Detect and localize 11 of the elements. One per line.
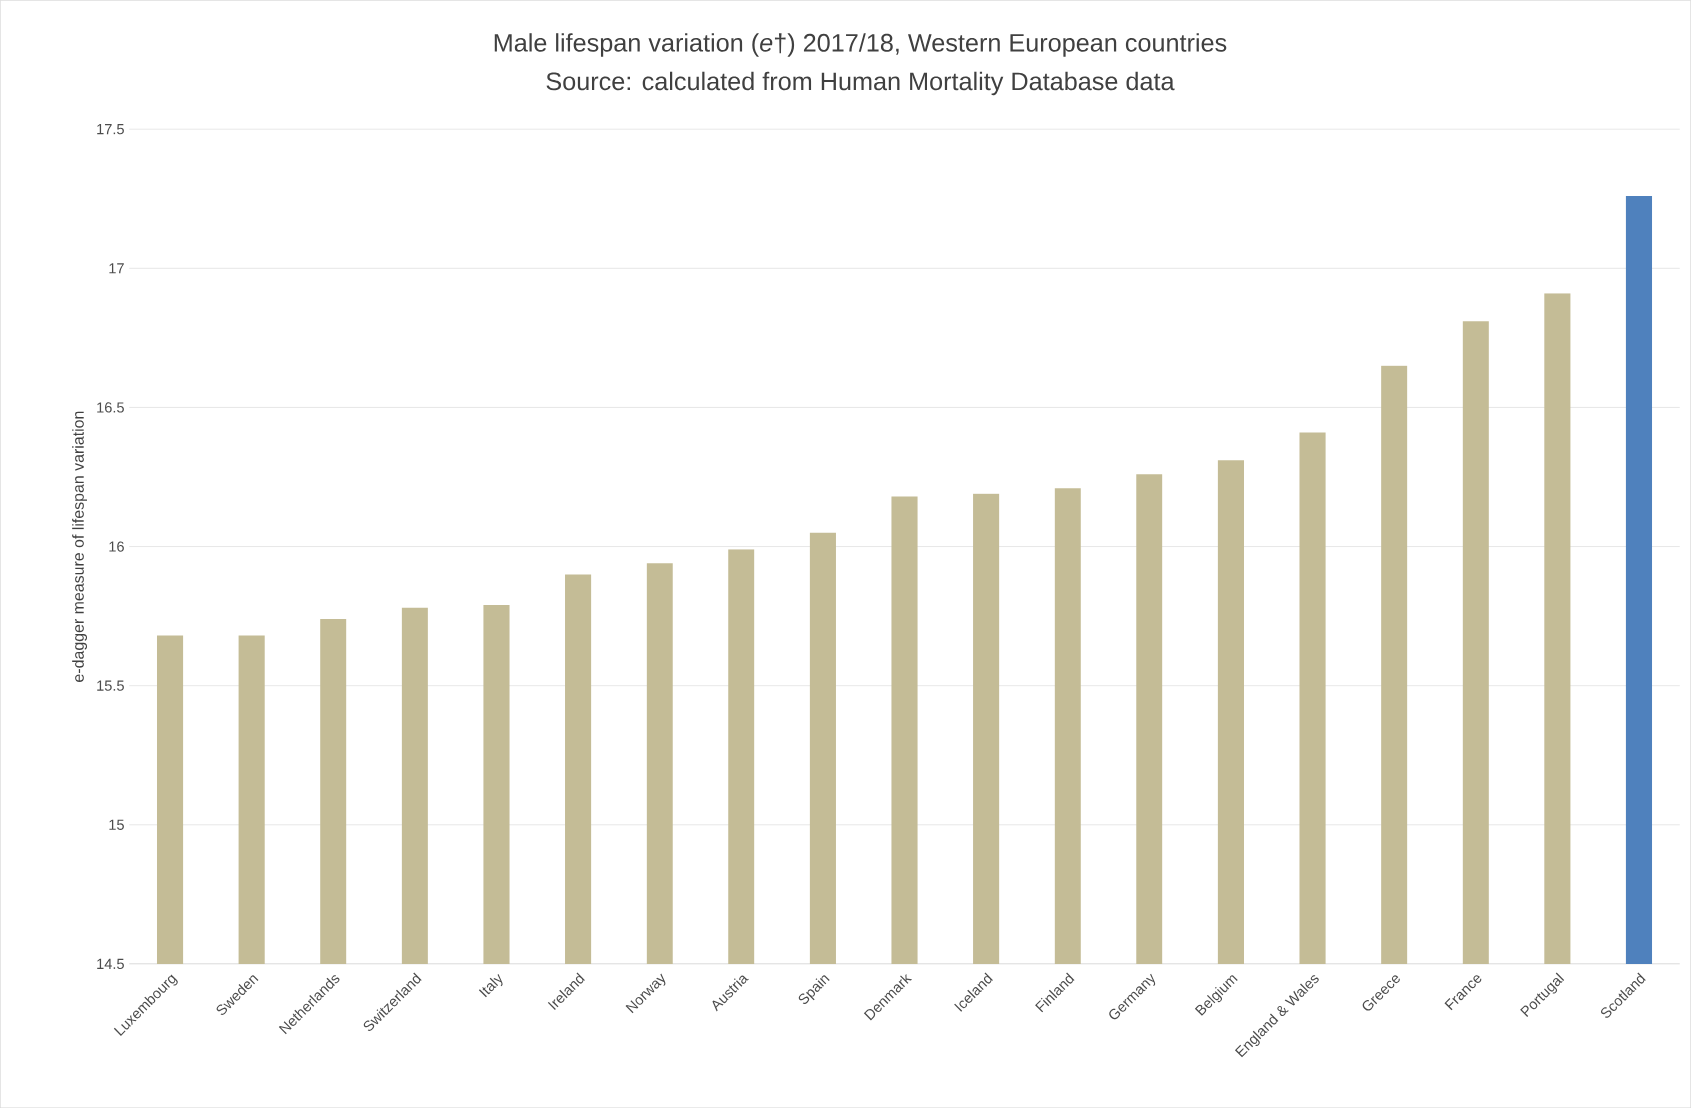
y-axis-title: e-dagger measure of lifespan variation xyxy=(72,411,88,682)
chart-subtitle: Source: calculated from Human Mortality Database data xyxy=(546,71,1175,96)
y-tick-label: 14.5 xyxy=(97,958,124,969)
y-tick-label: 15.5 xyxy=(97,680,124,691)
x-tick-label: Italy xyxy=(478,973,503,998)
y-tick-label: 16 xyxy=(109,541,124,552)
y-tick-label: 17.5 xyxy=(97,124,124,135)
y-tick-label: 15 xyxy=(109,819,124,830)
y-tick-label: 16.5 xyxy=(97,402,124,413)
y-tick-label: 17 xyxy=(109,263,124,274)
chart-title: Male lifespan variation (e†) 2017/18, Western European countries xyxy=(494,33,1227,57)
